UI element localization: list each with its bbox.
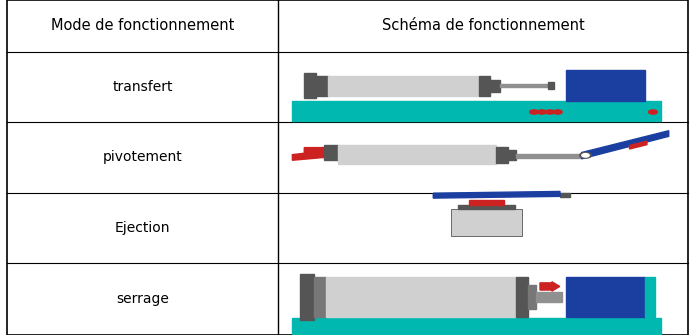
Bar: [491, 80, 500, 91]
Text: transfert: transfert: [112, 80, 173, 94]
Bar: [500, 84, 548, 87]
Bar: [548, 82, 554, 89]
Text: Ejection: Ejection: [115, 221, 170, 235]
Bar: [528, 285, 536, 309]
Bar: [324, 145, 338, 160]
Circle shape: [538, 110, 546, 114]
Polygon shape: [630, 141, 647, 149]
Bar: [451, 209, 522, 236]
Bar: [314, 277, 326, 317]
Circle shape: [580, 152, 591, 158]
Circle shape: [530, 110, 539, 114]
Bar: [560, 193, 570, 197]
Bar: [479, 76, 491, 95]
Text: Mode de fonctionnement: Mode de fonctionnement: [51, 18, 234, 34]
Bar: [300, 274, 314, 320]
Text: serrage: serrage: [116, 292, 169, 306]
Bar: [304, 73, 316, 98]
Bar: [508, 150, 516, 159]
Polygon shape: [433, 191, 560, 198]
Bar: [293, 319, 661, 334]
Bar: [496, 147, 508, 162]
Circle shape: [582, 153, 589, 157]
Bar: [566, 69, 645, 101]
FancyArrow shape: [540, 282, 559, 291]
Bar: [516, 277, 528, 317]
Bar: [516, 154, 580, 158]
Circle shape: [648, 110, 657, 114]
Text: Schéma de fonctionnement: Schéma de fonctionnement: [382, 18, 584, 34]
Circle shape: [553, 110, 562, 114]
Bar: [338, 145, 496, 164]
Bar: [458, 205, 515, 209]
Bar: [328, 76, 479, 95]
Bar: [326, 277, 516, 317]
Bar: [293, 101, 661, 121]
Text: pivotement: pivotement: [103, 150, 182, 164]
Bar: [536, 292, 562, 302]
Polygon shape: [582, 131, 669, 159]
Bar: [566, 277, 645, 317]
Polygon shape: [293, 148, 324, 160]
Circle shape: [546, 110, 555, 114]
Bar: [316, 76, 328, 95]
Bar: [468, 200, 505, 205]
Bar: [645, 277, 655, 317]
